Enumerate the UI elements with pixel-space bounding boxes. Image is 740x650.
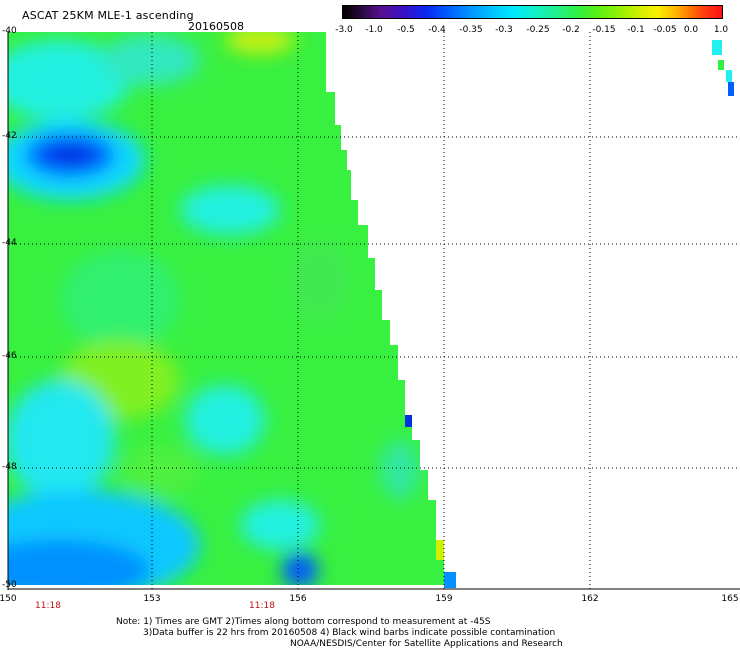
lon-tick: 150 xyxy=(0,594,17,604)
measurement-time: 11:18 xyxy=(35,601,61,611)
colorbar-label: -0.15 xyxy=(592,25,616,35)
colorbar-label: -0.05 xyxy=(653,25,677,35)
colorbar-label: -0.2 xyxy=(562,25,580,35)
colorbar-label: -0.1 xyxy=(627,25,645,35)
lon-tick: 156 xyxy=(289,594,307,604)
lat-tick: -44 xyxy=(2,238,17,248)
lon-tick: 153 xyxy=(143,594,161,604)
colorbar-label: -0.5 xyxy=(397,25,415,35)
map-date: 20160508 xyxy=(188,20,244,33)
colorbar-label: -1.0 xyxy=(365,25,383,35)
colorbar-label: -0.25 xyxy=(526,25,550,35)
lat-tick: -48 xyxy=(2,462,17,472)
colorbar-label: -0.3 xyxy=(495,25,513,35)
colorbar-label: -0.35 xyxy=(459,25,483,35)
note-line-1: Note: 1) Times are GMT 2)Times along bot… xyxy=(116,617,491,627)
note-line-2: 3)Data buffer is 22 hrs from 20160508 4)… xyxy=(143,628,556,638)
lon-tick: 159 xyxy=(435,594,453,604)
lon-tick: 162 xyxy=(581,594,599,604)
lat-tick: -46 xyxy=(2,351,17,361)
gridlines xyxy=(8,32,740,590)
colorbar xyxy=(342,5,723,19)
colorbar-label: 0.0 xyxy=(683,25,699,35)
swath-data xyxy=(8,32,444,585)
colorbar-label: 1.0 xyxy=(713,25,729,35)
colorbar-label: -3.0 xyxy=(335,25,353,35)
map-title: ASCAT 25KM MLE-1 ascending xyxy=(22,9,194,22)
lat-tick: -50 xyxy=(2,580,17,590)
note-line-3: NOAA/NESDIS/Center for Satellite Applica… xyxy=(290,639,563,649)
lat-tick: -40 xyxy=(2,26,17,36)
lon-tick: 165 xyxy=(721,594,739,604)
colorbar-label: -0.4 xyxy=(428,25,446,35)
lat-tick: -42 xyxy=(2,131,17,141)
measurement-time: 11:18 xyxy=(249,601,275,611)
